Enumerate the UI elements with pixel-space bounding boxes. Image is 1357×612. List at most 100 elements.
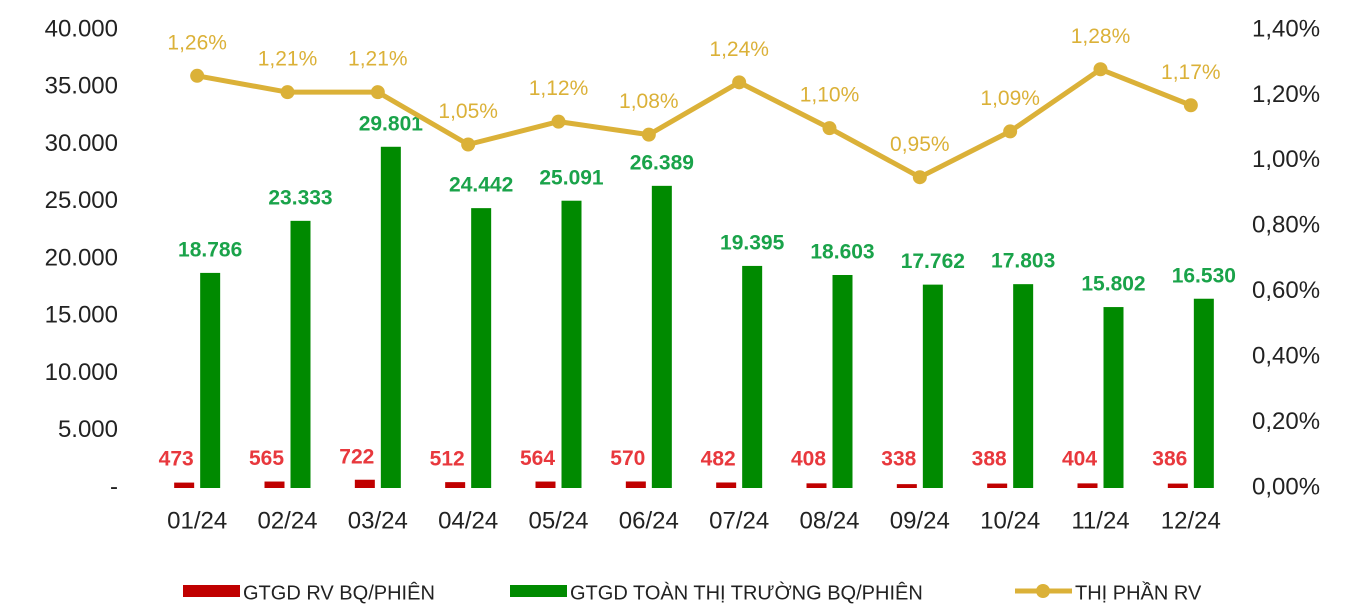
line-point [732,75,747,90]
data-label: 17.762 [901,250,965,273]
bar [625,481,646,488]
bar [561,200,582,488]
legend-label: GTGD TOÀN THỊ TRƯỜNG BQ/PHIÊN [570,581,923,604]
x-tick-label: 06/24 [619,507,679,534]
line [196,66,1192,181]
legend-label: THỊ PHẦN RV [1075,581,1202,604]
data-label: 408 [791,448,826,471]
y-tick-label: 10.000 [45,359,118,386]
x-tick-label: 11/24 [1071,507,1129,534]
data-label: 565 [249,447,284,470]
x-tick-label: 02/24 [257,507,317,534]
line-point [551,114,566,129]
x-tick-label: 09/24 [890,507,950,534]
data-label: 1,21% [258,48,318,71]
bar [535,481,556,488]
data-label: 512 [430,448,465,471]
x-tick-label: 04/24 [438,507,498,534]
bar [651,185,672,488]
data-label: 29.801 [359,112,424,135]
legend-swatch [183,585,240,597]
legend-swatch [1036,584,1050,598]
legend-label: GTGD RV BQ/PHIÊN [243,581,435,604]
bar [174,482,195,488]
y2-tick-label: 1,20% [1252,81,1320,108]
bar [354,479,375,488]
data-label: 338 [881,448,916,471]
line-point [280,85,295,100]
bar [1193,298,1214,488]
data-label: 570 [610,447,645,470]
data-label: 388 [972,448,1007,471]
data-label: 1,12% [529,77,589,100]
line-point [370,85,385,100]
bar [380,146,401,488]
bar [1013,284,1034,488]
bar [1103,307,1124,488]
data-label: 17.803 [991,250,1055,273]
data-label: 1,28% [1071,25,1131,48]
y-tick-label: 15.000 [45,302,118,329]
data-label: 1,17% [1161,61,1221,84]
line-point [912,170,927,185]
line-point [461,137,476,152]
line-point [1003,124,1018,139]
data-label: 404 [1062,448,1097,471]
data-label: 23.333 [268,186,332,209]
data-label: 18.603 [810,241,874,264]
data-label: 564 [520,447,555,470]
data-label: 1,24% [709,38,769,61]
data-label: 722 [339,445,374,468]
data-label: 386 [1152,448,1187,471]
bar [922,284,943,488]
data-label: 0,95% [890,133,950,156]
y-tick-label: 35.000 [45,73,118,100]
data-label: 18.786 [178,238,242,261]
bar [200,272,221,488]
y-tick-label: 30.000 [45,130,118,157]
line-point [641,127,656,142]
data-label: 19.395 [720,231,785,254]
y2-tick-label: 0,40% [1252,342,1320,369]
data-label: 1,05% [438,100,498,123]
bar [1077,483,1098,488]
y2-tick-label: 0,20% [1252,408,1320,435]
bar [716,482,737,488]
data-label: 15.802 [1081,273,1145,296]
y2-tick-label: 1,40% [1252,15,1320,42]
line-point [1093,62,1108,77]
x-tick-label: 05/24 [528,507,588,534]
x-tick-label: 03/24 [348,507,408,534]
line-point [1183,98,1198,113]
data-label: 482 [701,448,736,471]
bar [1167,483,1188,488]
data-label: 1,08% [619,90,679,113]
data-label: 16.530 [1172,264,1236,287]
data-label: 1,09% [980,87,1040,110]
x-tick-label: 12/24 [1161,507,1221,534]
bar [806,483,827,488]
data-label: 24.442 [449,174,513,197]
y-tick-label: 25.000 [45,187,118,214]
bar [987,483,1008,488]
data-label: 26.389 [630,151,694,174]
y-tick-label: 40.000 [45,15,118,42]
data-label: 1,26% [167,31,227,54]
y-tick-label: 20.000 [45,244,118,271]
y2-tick-label: 0,60% [1252,277,1320,304]
x-tick-label: 07/24 [709,507,769,534]
data-label: 473 [159,448,194,471]
y2-tick-label: 0,00% [1252,473,1320,500]
data-label: 1,10% [800,84,860,107]
data-label: 25.091 [539,166,604,189]
bar [742,265,763,488]
bar [445,482,466,488]
x-tick-label: 01/24 [167,507,227,534]
line-point [822,121,837,136]
data-label: 1,21% [348,48,408,71]
bar [264,481,285,488]
bar [896,484,917,488]
y-tick-label: 5.000 [58,416,118,443]
